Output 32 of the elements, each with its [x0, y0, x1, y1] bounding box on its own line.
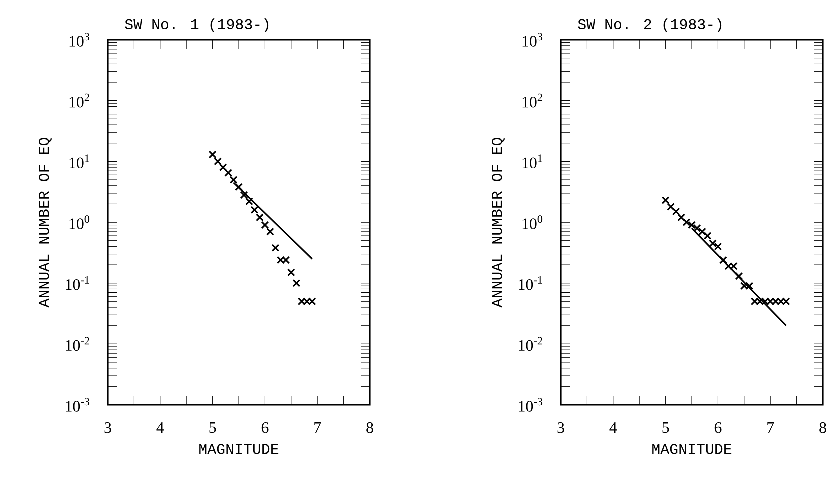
x-tick-label: 6: [262, 422, 269, 434]
x-tick-label: 8: [366, 422, 374, 434]
x-tick-label: 6: [714, 422, 722, 434]
y-tick-label: 10$^{1}$: [522, 154, 542, 169]
y-tick-label: 10$^{1}$: [70, 154, 90, 169]
y-tick-label: 10$^{2}$: [522, 94, 542, 108]
x-tick-label: 7: [768, 422, 774, 433]
x-tick-label: 4: [156, 422, 164, 434]
chart-title: SW No. 1 (1983-): [125, 18, 269, 32]
x-tick-label: 5: [662, 422, 670, 434]
x-axis-title: MAGNITUDE: [200, 444, 279, 454]
x-tick-label: 5: [210, 422, 216, 434]
x-tick-label: 7: [314, 422, 322, 433]
y-tick-label: 10$^{2}$: [70, 94, 90, 108]
y-axis-title: ANNUAL NUMBER OF EQ: [39, 138, 52, 308]
y-tick-label: 10$^{-1}$: [66, 276, 90, 290]
x-axis-title: MAGNITUDE: [652, 444, 732, 454]
y-tick-label: 10$^{-3}$: [66, 398, 90, 412]
x-tick-label: 8: [820, 422, 826, 434]
y-tick-label: 10$^{-3}$: [519, 398, 543, 412]
x-tick-label: 4: [610, 422, 618, 434]
y-tick-label: 10$^{-1}$: [519, 276, 542, 290]
y-tick-label: 10$^{0}$: [522, 216, 543, 230]
y-tick-label: 10$^{-2}$: [519, 337, 542, 352]
x-tick-label: 3: [104, 422, 112, 434]
x-tick-label: 3: [558, 422, 564, 434]
y-tick-label: 10$^{3}$: [70, 33, 90, 47]
y-tick-label: 10$^{3}$: [522, 33, 543, 47]
y-tick-label: 10$^{-2}$: [66, 337, 90, 352]
chart-title: SW No. 2 (1983-): [578, 18, 722, 32]
y-axis-title: ANNUAL NUMBER OF EQ: [492, 138, 505, 308]
y-tick-label: 10$^{0}$: [70, 216, 90, 230]
